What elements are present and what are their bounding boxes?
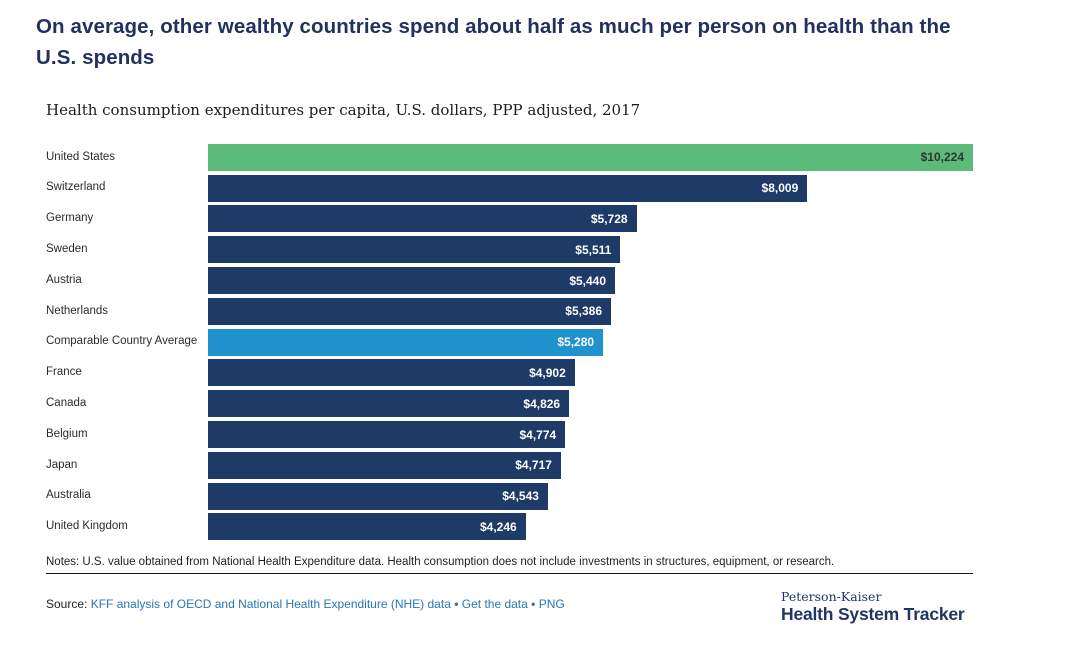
get-the-data-link[interactable]: Get the data — [461, 597, 528, 611]
bar-value-label: $5,280 — [557, 335, 595, 350]
bar: $5,280 — [208, 328, 604, 356]
bar-track: $4,774 — [208, 421, 973, 449]
bullet-separator-1: • — [454, 597, 459, 611]
bar-row-label: Canada — [46, 397, 87, 410]
bar-row-label: Germany — [46, 212, 94, 225]
bar-track: $4,717 — [208, 451, 973, 479]
bar-row-label: Comparable Country Average — [46, 335, 198, 348]
bar-value-label: $5,728 — [590, 211, 628, 226]
health-system-tracker-logo[interactable]: Peterson-Kaiser Health System Tracker — [781, 589, 981, 625]
bar-track: $4,246 — [208, 513, 973, 541]
logo-peterson-kaiser: Peterson-Kaiser — [781, 589, 882, 604]
chart-bar-row: Japan $4,717 — [46, 450, 973, 481]
chart-rows: United States $10,224 Switzerland $8,009… — [46, 142, 973, 542]
chart-bar-row: United States $10,224 — [46, 142, 973, 173]
bar-value-label: $10,224 — [920, 150, 964, 165]
chart-bar-row: Netherlands $5,386 — [46, 296, 973, 327]
bar-track: $5,511 — [208, 236, 973, 264]
bar-track: $4,902 — [208, 359, 973, 387]
bar-track: $10,224 — [208, 143, 973, 171]
bar-row-label: Australia — [46, 489, 91, 502]
bar: $8,009 — [208, 174, 808, 202]
bar: $4,902 — [208, 359, 575, 387]
notes-text: Notes: U.S. value obtained from National… — [46, 556, 835, 568]
bullet-separator-2: • — [531, 597, 536, 611]
bar-value-label: $4,826 — [523, 396, 561, 411]
bar-chart: United States $10,224 Switzerland $8,009… — [46, 142, 973, 542]
bar-value-label: $4,774 — [519, 427, 557, 442]
bar: $4,543 — [208, 482, 548, 510]
chart-subtitle: Health consumption expenditures per capi… — [46, 101, 641, 119]
bar-track: $5,280 — [208, 328, 973, 356]
bar: $5,511 — [208, 236, 621, 264]
bar: $5,386 — [208, 297, 611, 325]
chart-bar-row: United Kingdom $4,246 — [46, 512, 973, 543]
chart-bar-row: Canada $4,826 — [46, 388, 973, 419]
bar-row-label: Netherlands — [46, 304, 109, 317]
bar-row-label: Japan — [46, 458, 78, 471]
bar: $5,728 — [208, 205, 637, 233]
bar-track: $8,009 — [208, 174, 973, 202]
bar-value-label: $5,386 — [565, 304, 602, 319]
bar-track: $4,826 — [208, 390, 973, 418]
bar-track: $5,386 — [208, 297, 973, 325]
bar: $10,224 — [208, 143, 973, 171]
chart-bar-row: Comparable Country Average $5,280 — [46, 327, 973, 358]
bar-value-label: $5,440 — [569, 273, 607, 288]
bar-row-label: Austria — [46, 273, 82, 286]
bar: $4,826 — [208, 390, 570, 418]
source-line: Source: KFF analysis of OECD and Nationa… — [46, 597, 565, 611]
footer-divider — [46, 573, 973, 574]
chart-bar-row: France $4,902 — [46, 358, 973, 389]
chart-bar-row: Germany $5,728 — [46, 204, 973, 235]
bar: $4,246 — [208, 513, 526, 541]
bar-value-label: $4,246 — [479, 519, 517, 534]
chart-bar-row: Austria $5,440 — [46, 265, 973, 296]
chart-bar-row: Switzerland $8,009 — [46, 173, 973, 204]
bar-row-label: United States — [46, 150, 116, 163]
bar-row-label: Sweden — [46, 243, 88, 256]
bar-track: $4,543 — [208, 482, 973, 510]
bar-row-label: Belgium — [46, 427, 88, 440]
bar-value-label: $4,717 — [515, 458, 552, 473]
chart-bar-row: Australia $4,543 — [46, 481, 973, 512]
bar-row-label: France — [46, 366, 82, 379]
bar-track: $5,728 — [208, 205, 973, 233]
bar: $5,440 — [208, 267, 616, 295]
bar: $4,717 — [208, 451, 561, 479]
source-kff-link[interactable]: KFF analysis of OECD and National Health… — [90, 597, 451, 611]
png-download-link[interactable]: PNG — [538, 597, 565, 611]
bar: $4,774 — [208, 421, 566, 449]
chart-bar-row: Sweden $5,511 — [46, 234, 973, 265]
logo-health-system-tracker: Health System Tracker — [781, 604, 965, 624]
bar-value-label: $4,543 — [502, 489, 539, 504]
bar-value-label: $5,511 — [575, 242, 612, 257]
chart-bar-row: Belgium $4,774 — [46, 419, 973, 450]
bar-value-label: $4,902 — [529, 365, 566, 380]
bar-row-label: Switzerland — [46, 181, 106, 194]
bar-value-label: $8,009 — [761, 181, 799, 196]
source-prefix: Source: — [46, 597, 91, 611]
bar-track: $5,440 — [208, 267, 973, 295]
bar-row-label: United Kingdom — [46, 520, 128, 533]
page-title: On average, other wealthy countries spen… — [36, 15, 951, 69]
